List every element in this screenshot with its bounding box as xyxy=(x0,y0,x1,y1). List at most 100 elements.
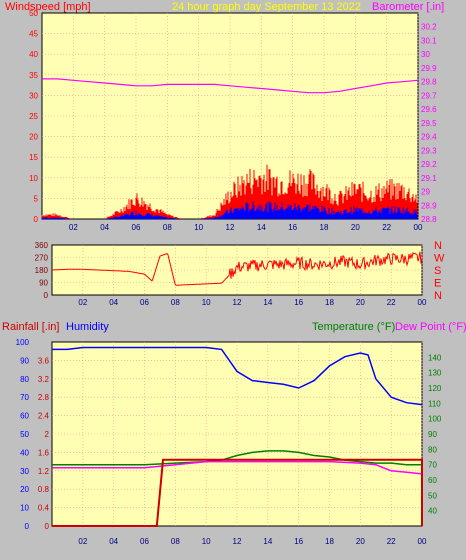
windspeed-tick-label: 25 xyxy=(29,112,38,121)
windspeed-tick-label: 50 xyxy=(29,9,38,18)
barometer-tick-label: 29.4 xyxy=(421,133,437,142)
x-tick-label: 14 xyxy=(263,298,272,307)
rainfall-axis-label: Rainfall [.in] xyxy=(2,321,59,333)
humidity-tick-label: 100 xyxy=(16,338,30,347)
barometer-tick-label: 30 xyxy=(421,50,430,59)
humidity-tick-label: 10 xyxy=(20,504,29,513)
barometer-tick-label: 29.2 xyxy=(421,160,437,169)
barometer-tick-label: 29.9 xyxy=(421,64,437,73)
barometer-tick-label: 29.7 xyxy=(421,91,437,100)
windspeed-tick-label: 15 xyxy=(29,153,38,162)
x-tick-label: 06 xyxy=(132,223,141,232)
barometer-tick-label: 28.8 xyxy=(421,215,437,224)
barometer-tick-label: 30.2 xyxy=(421,23,437,32)
temperature-tick-label: 50 xyxy=(428,491,437,500)
x-tick-label: 08 xyxy=(171,298,180,307)
humidity-tick-label: 90 xyxy=(20,356,29,365)
windspeed-tick-label: 35 xyxy=(29,71,38,80)
barometer-axis-label: Barometer [.in] xyxy=(372,1,444,13)
temperature-axis-label: Temperature (°F) xyxy=(312,321,395,333)
direction-tick-label: 0 xyxy=(44,291,49,300)
windspeed-tick-label: 45 xyxy=(29,30,38,39)
barometer-tick-label: 29.5 xyxy=(421,119,437,128)
temperature-tick-label: 110 xyxy=(428,399,441,408)
x-tick-label: 12 xyxy=(233,537,242,546)
rainfall-tick-label: 3.2 xyxy=(38,375,50,384)
x-tick-label: 08 xyxy=(171,537,180,546)
x-tick-label: 04 xyxy=(109,537,118,546)
barometer-tick-label: 28.9 xyxy=(421,201,437,210)
x-tick-label: 18 xyxy=(325,537,334,546)
temperature-tick-label: 40 xyxy=(428,507,437,516)
windspeed-tick-label: 0 xyxy=(34,215,39,224)
x-tick-label: 18 xyxy=(325,298,334,307)
temperature-tick-label: 60 xyxy=(428,476,437,485)
rainfall-tick-label: 0.8 xyxy=(38,485,50,494)
x-tick-label: 06 xyxy=(140,537,149,546)
direction-tick-label: 90 xyxy=(39,279,48,288)
dewpoint-line xyxy=(52,460,423,475)
windspeed-tick-label: 40 xyxy=(29,50,38,59)
x-tick-label: 14 xyxy=(257,223,266,232)
rainfall-tick-label: 0 xyxy=(45,522,50,531)
humidity-tick-label: 80 xyxy=(20,375,29,384)
compass-direction-label: N xyxy=(434,290,442,302)
humidity-tick-label: 50 xyxy=(20,430,29,439)
x-tick-label: 22 xyxy=(382,223,391,232)
compass-direction-label: N xyxy=(434,240,442,252)
x-tick-label: 10 xyxy=(202,537,211,546)
x-tick-label: 18 xyxy=(320,223,329,232)
x-tick-label: 02 xyxy=(78,537,87,546)
rainfall-line xyxy=(52,458,423,527)
temperature-tick-label: 90 xyxy=(428,430,437,439)
rainfall-tick-label: 0.4 xyxy=(38,504,50,513)
x-tick-label: 22 xyxy=(387,298,396,307)
windspeed-tick-label: 30 xyxy=(29,91,38,100)
wind-direction-line xyxy=(52,251,423,286)
windspeed-tick-label: 10 xyxy=(29,174,38,183)
barometer-tick-label: 29.3 xyxy=(421,146,437,155)
x-tick-label: 00 xyxy=(418,537,427,546)
temperature-tick-label: 140 xyxy=(428,353,442,362)
x-tick-label: 20 xyxy=(356,298,365,307)
temperature-tick-label: 120 xyxy=(428,384,442,393)
x-tick-label: 08 xyxy=(163,223,172,232)
rainfall-tick-label: 3.6 xyxy=(38,356,50,365)
x-tick-label: 00 xyxy=(414,223,423,232)
windspeed-tick-label: 20 xyxy=(29,133,38,142)
windspeed-tick-label: 5 xyxy=(34,194,39,203)
graph-title: 24 hour graph day September 13 2022 xyxy=(172,1,361,13)
compass-direction-label: W xyxy=(434,253,445,265)
humidity-line xyxy=(52,346,423,406)
humidity-tick-label: 30 xyxy=(20,467,29,476)
x-tick-label: 12 xyxy=(226,223,235,232)
chart-marks: 0510152025303540455028.828.92929.129.229… xyxy=(16,9,445,546)
humidity-tick-label: 40 xyxy=(20,448,29,457)
x-tick-label: 00 xyxy=(418,298,427,307)
humidity-tick-label: 0 xyxy=(25,522,30,531)
direction-tick-label: 270 xyxy=(35,254,49,263)
windspeed-axis-label: Windspeed [mph] xyxy=(5,1,91,13)
x-tick-label: 12 xyxy=(233,298,242,307)
x-tick-label: 10 xyxy=(194,223,203,232)
temperature-tick-label: 80 xyxy=(428,445,437,454)
x-tick-label: 20 xyxy=(356,537,365,546)
barometer-tick-label: 29 xyxy=(421,188,430,197)
direction-tick-label: 180 xyxy=(35,266,49,275)
x-tick-label: 06 xyxy=(140,298,149,307)
x-tick-label: 16 xyxy=(294,298,303,307)
x-tick-label: 16 xyxy=(288,223,297,232)
x-tick-label: 22 xyxy=(387,537,396,546)
compass-direction-label: S xyxy=(434,265,441,277)
temperature-tick-label: 130 xyxy=(428,369,442,378)
barometer-line xyxy=(42,78,419,94)
compass-direction-label: E xyxy=(434,278,441,290)
rainfall-tick-label: 2 xyxy=(45,430,50,439)
rainfall-tick-label: 2.4 xyxy=(38,412,50,421)
humidity-axis-label: Humidity xyxy=(66,321,109,333)
x-tick-label: 14 xyxy=(263,537,272,546)
barometer-tick-label: 29.8 xyxy=(421,78,437,87)
rainfall-tick-label: 1.6 xyxy=(38,448,50,457)
